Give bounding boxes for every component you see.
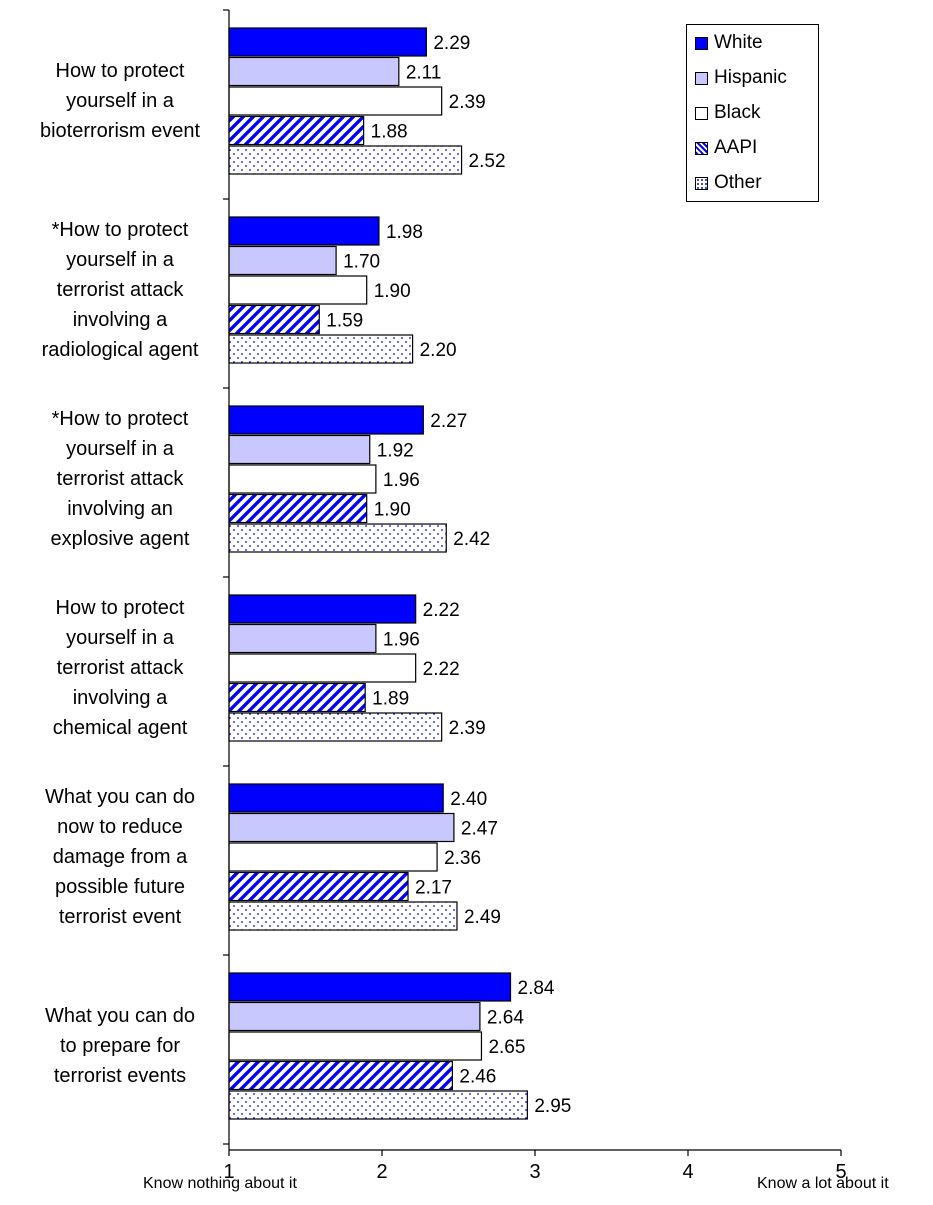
- legend-label-hispanic: Hispanic: [714, 67, 787, 88]
- value-label-black-1: 2.39: [449, 92, 486, 113]
- bar-hispanic-4: [228, 623, 377, 654]
- bar-hispanic-3: [228, 434, 371, 465]
- value-label-black-2: 1.90: [374, 281, 411, 302]
- legend-item-other: Other: [695, 171, 762, 195]
- bar-white-4: [228, 594, 417, 624]
- value-label-hispanic-4: 1.96: [383, 630, 420, 651]
- bar-other-1: [228, 145, 463, 175]
- bar-other-3: [228, 523, 447, 553]
- bar-aapi-5: [228, 871, 409, 902]
- bar-white-6: [228, 972, 512, 1002]
- value-label-white-6: 2.84: [518, 978, 555, 999]
- value-label-other-6: 2.95: [534, 1096, 571, 1117]
- bar-aapi-3: [228, 493, 368, 524]
- bar-black-6: [228, 1031, 483, 1061]
- x-tick-label-1: 1: [223, 1161, 234, 1183]
- category-label-1: How to protect yourself in a bioterroris…: [39, 60, 201, 142]
- value-label-hispanic-2: 1.70: [343, 252, 380, 273]
- value-label-aapi-6: 2.46: [459, 1067, 496, 1088]
- value-label-black-5: 2.36: [444, 848, 481, 869]
- bar-black-1: [228, 86, 443, 116]
- value-label-white-5: 2.40: [450, 789, 487, 810]
- bar-other-5: [228, 901, 458, 931]
- bar-aapi-4: [228, 682, 366, 713]
- bar-white-5: [228, 783, 444, 813]
- legend-swatch-white: [695, 36, 708, 50]
- category-label-2: *How to protect yourself in a terrorist …: [41, 219, 199, 361]
- x-tick-label-3: 3: [529, 1161, 540, 1183]
- value-label-aapi-1: 1.88: [371, 122, 408, 143]
- value-label-hispanic-1: 2.11: [406, 63, 442, 84]
- value-label-black-6: 2.65: [488, 1037, 525, 1058]
- value-label-hispanic-5: 2.47: [461, 819, 498, 840]
- bar-white-1: [228, 27, 427, 57]
- value-label-white-1: 2.29: [433, 33, 470, 54]
- bar-black-4: [228, 653, 417, 683]
- value-label-aapi-3: 1.90: [374, 500, 411, 521]
- bar-hispanic-6: [228, 1001, 481, 1032]
- legend-item-black: Black: [695, 101, 760, 125]
- x-tick-label-4: 4: [682, 1161, 693, 1183]
- value-label-other-5: 2.49: [464, 907, 501, 928]
- value-label-black-3: 1.96: [383, 470, 420, 491]
- legend-item-hispanic: Hispanic: [695, 66, 787, 90]
- legend-item-aapi: AAPI: [695, 136, 757, 160]
- legend-label-white: White: [714, 32, 763, 53]
- value-label-other-1: 2.52: [469, 151, 506, 172]
- bar-other-2: [228, 334, 414, 364]
- bar-aapi-6: [228, 1060, 453, 1091]
- value-label-other-2: 2.20: [420, 340, 457, 361]
- bar-black-2: [228, 275, 368, 305]
- legend-swatch-hispanic: [695, 71, 708, 85]
- bar-black-5: [228, 842, 438, 872]
- bar-hispanic-5: [228, 812, 455, 843]
- value-label-hispanic-6: 2.64: [487, 1008, 524, 1029]
- legend-item-white: White: [695, 31, 763, 55]
- bar-white-3: [228, 405, 424, 435]
- category-label-3: *How to protect yourself in a terrorist …: [50, 408, 190, 550]
- legend-label-black: Black: [714, 102, 761, 123]
- legend-label-aapi: AAPI: [714, 137, 758, 158]
- value-label-aapi-4: 1.89: [372, 689, 409, 710]
- bar-white-2: [228, 216, 380, 246]
- value-label-white-4: 2.22: [423, 600, 460, 621]
- legend-swatch-aapi: [695, 141, 708, 155]
- legend-swatch-other: [695, 176, 708, 190]
- x-tick-label-2: 2: [376, 1161, 387, 1183]
- bar-aapi-2: [228, 304, 320, 335]
- value-label-aapi-5: 2.17: [415, 878, 452, 899]
- legend: White Hispanic Black AAPI Other: [686, 24, 819, 202]
- category-label-4: How to protect yourself in a terrorist a…: [52, 597, 188, 739]
- category-label-6: What you can do to prepare for terrorist…: [44, 1005, 196, 1087]
- value-label-hispanic-3: 1.92: [377, 441, 414, 462]
- bar-aapi-1: [228, 115, 365, 146]
- value-label-white-3: 2.27: [430, 411, 467, 432]
- bar-other-4: [228, 712, 443, 742]
- value-label-black-4: 2.22: [423, 659, 460, 680]
- bar-other-6: [228, 1090, 528, 1120]
- legend-label-other: Other: [714, 172, 762, 193]
- bar-hispanic-2: [228, 245, 337, 276]
- legend-swatch-black: [695, 106, 708, 120]
- value-label-aapi-2: 1.59: [326, 311, 363, 332]
- value-label-other-4: 2.39: [449, 718, 486, 739]
- value-label-white-2: 1.98: [386, 222, 423, 243]
- x-low-anchor-label: Know nothing about it: [143, 1175, 297, 1192]
- category-label-5: What you can do now to reduce damage fro…: [44, 786, 196, 928]
- bar-black-3: [228, 464, 377, 494]
- value-label-other-3: 2.42: [453, 529, 490, 550]
- bar-hispanic-1: [228, 56, 400, 87]
- x-high-anchor-label: Know a lot about it: [757, 1175, 889, 1192]
- x-tick-label-5: 5: [835, 1161, 846, 1183]
